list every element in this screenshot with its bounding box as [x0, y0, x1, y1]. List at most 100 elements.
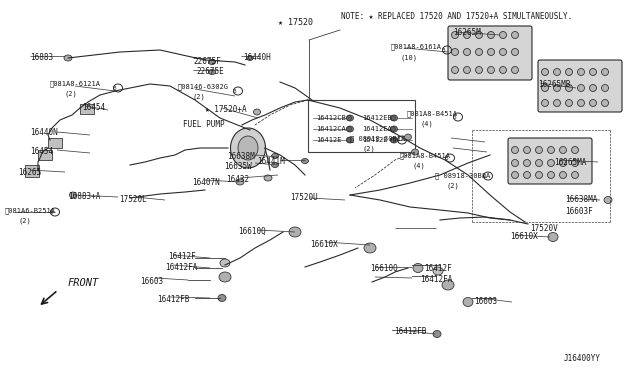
- Bar: [38, 150, 52, 160]
- Text: B: B: [112, 86, 116, 90]
- Ellipse shape: [264, 175, 272, 181]
- Ellipse shape: [390, 115, 397, 121]
- Ellipse shape: [289, 227, 301, 237]
- Text: B: B: [49, 209, 53, 215]
- Text: 16412EB: 16412EB: [362, 115, 392, 121]
- Text: ⒵081A8-B451A: ⒵081A8-B451A: [400, 152, 451, 158]
- Ellipse shape: [236, 179, 244, 185]
- Ellipse shape: [412, 149, 419, 155]
- Ellipse shape: [589, 68, 596, 76]
- Text: 17520L: 17520L: [119, 195, 147, 204]
- Text: (10): (10): [401, 54, 418, 61]
- FancyBboxPatch shape: [508, 138, 592, 184]
- Ellipse shape: [70, 192, 77, 198]
- Text: 16412FB: 16412FB: [394, 327, 426, 336]
- Ellipse shape: [566, 99, 573, 106]
- Ellipse shape: [511, 160, 518, 167]
- Text: 16638MA: 16638MA: [565, 195, 597, 204]
- Text: 16638M: 16638M: [227, 152, 255, 161]
- Text: 16407N: 16407N: [192, 178, 220, 187]
- Ellipse shape: [511, 171, 518, 179]
- Ellipse shape: [271, 163, 278, 167]
- Ellipse shape: [476, 48, 483, 55]
- Ellipse shape: [463, 32, 470, 38]
- Ellipse shape: [442, 280, 454, 290]
- Text: Ⓝ 08918-30B1A: Ⓝ 08918-30B1A: [435, 172, 490, 179]
- Text: 16412FA: 16412FA: [165, 263, 197, 272]
- Bar: [48, 138, 62, 148]
- Text: 16412F: 16412F: [424, 264, 452, 273]
- Text: (4): (4): [420, 120, 433, 126]
- Ellipse shape: [547, 147, 554, 154]
- Ellipse shape: [602, 99, 609, 106]
- Ellipse shape: [64, 55, 72, 61]
- Ellipse shape: [524, 147, 531, 154]
- Ellipse shape: [209, 70, 216, 74]
- Ellipse shape: [364, 243, 376, 253]
- Ellipse shape: [433, 330, 441, 337]
- Ellipse shape: [602, 68, 609, 76]
- Text: ★ 17520+A: ★ 17520+A: [205, 105, 246, 114]
- Text: 16412F: 16412F: [168, 252, 196, 261]
- Ellipse shape: [566, 84, 573, 92]
- Text: Ⓑ081A8-6161A: Ⓑ081A8-6161A: [391, 43, 442, 49]
- Text: 16883: 16883: [30, 53, 53, 62]
- Text: 16412FB: 16412FB: [157, 295, 189, 304]
- Text: (2): (2): [18, 217, 31, 224]
- Ellipse shape: [524, 160, 531, 167]
- Ellipse shape: [541, 84, 548, 92]
- Ellipse shape: [220, 259, 230, 267]
- Text: Ⓝ 08918-30B1A: Ⓝ 08918-30B1A: [350, 135, 405, 142]
- Ellipse shape: [511, 48, 518, 55]
- Text: 16265MA: 16265MA: [554, 158, 586, 167]
- Ellipse shape: [536, 147, 543, 154]
- Ellipse shape: [451, 48, 458, 55]
- Bar: [80, 104, 94, 114]
- Text: 16610Q: 16610Q: [238, 227, 266, 236]
- Text: 16412CB: 16412CB: [316, 115, 346, 121]
- Ellipse shape: [499, 48, 506, 55]
- Ellipse shape: [476, 67, 483, 74]
- FancyBboxPatch shape: [538, 60, 622, 112]
- Ellipse shape: [463, 298, 473, 307]
- Text: 22675F: 22675F: [193, 57, 221, 66]
- Ellipse shape: [451, 32, 458, 38]
- Text: 17520V: 17520V: [530, 224, 557, 233]
- Ellipse shape: [413, 263, 423, 273]
- Ellipse shape: [463, 67, 470, 74]
- Text: 16603: 16603: [140, 277, 163, 286]
- Text: 22675E: 22675E: [196, 67, 224, 76]
- Text: 16265MB: 16265MB: [538, 80, 570, 89]
- FancyBboxPatch shape: [448, 26, 532, 80]
- Ellipse shape: [499, 32, 506, 38]
- Ellipse shape: [488, 67, 495, 74]
- Ellipse shape: [247, 55, 253, 61]
- Ellipse shape: [559, 147, 566, 154]
- Ellipse shape: [488, 48, 495, 55]
- Text: 16454: 16454: [30, 147, 53, 156]
- Text: (2): (2): [362, 145, 375, 151]
- Ellipse shape: [541, 68, 548, 76]
- Ellipse shape: [463, 48, 470, 55]
- Text: 16603F: 16603F: [565, 207, 593, 216]
- Text: N: N: [482, 173, 486, 179]
- Ellipse shape: [589, 84, 596, 92]
- Ellipse shape: [511, 32, 518, 38]
- Text: Ⓑ08146-6302G: Ⓑ08146-6302G: [178, 83, 229, 90]
- Text: B: B: [441, 48, 445, 52]
- Text: 16440N: 16440N: [30, 128, 58, 137]
- Ellipse shape: [390, 137, 397, 143]
- Ellipse shape: [219, 272, 231, 282]
- Text: (2): (2): [447, 182, 460, 189]
- Ellipse shape: [433, 267, 443, 275]
- Ellipse shape: [451, 67, 458, 74]
- Text: J16400YY: J16400YY: [564, 354, 601, 363]
- Text: 16265M: 16265M: [453, 28, 481, 37]
- Ellipse shape: [566, 68, 573, 76]
- Text: 16265: 16265: [18, 168, 41, 177]
- Text: (4): (4): [413, 162, 426, 169]
- Text: N: N: [395, 138, 399, 142]
- Ellipse shape: [577, 68, 584, 76]
- Ellipse shape: [511, 147, 518, 154]
- Text: B: B: [232, 89, 236, 93]
